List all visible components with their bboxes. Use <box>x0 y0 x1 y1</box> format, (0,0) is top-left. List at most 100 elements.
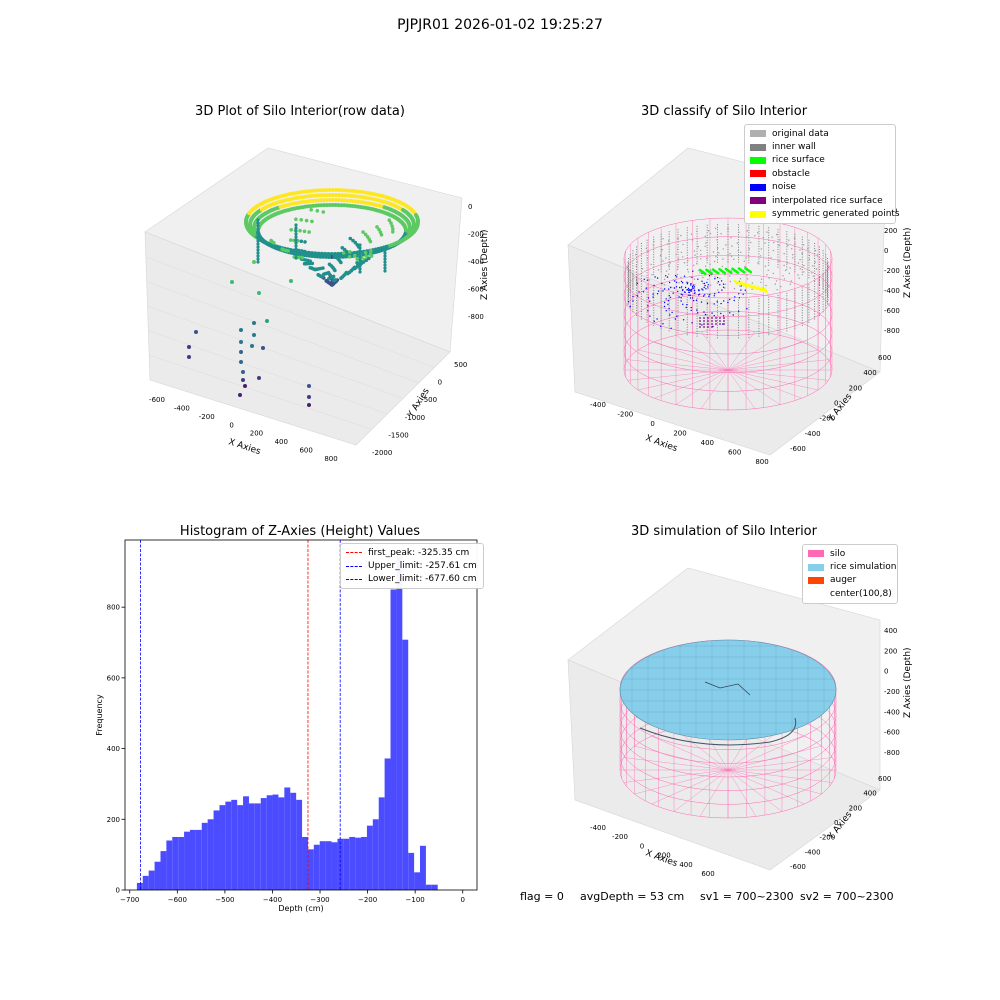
simulation-y-tick: -200 <box>819 834 835 842</box>
raw-z-ticks: 0 -200 -400 -600 -800 <box>468 203 484 321</box>
original-data-point <box>774 283 776 285</box>
raw-point <box>239 360 243 364</box>
classify-y-tick: 200 <box>849 384 862 392</box>
raw-point <box>412 222 416 227</box>
original-data-point <box>786 262 788 264</box>
raw-point <box>311 188 316 193</box>
raw-point <box>322 203 327 208</box>
noise-point <box>720 280 723 282</box>
noise-point <box>665 275 667 277</box>
raw-point <box>294 232 298 236</box>
histogram-bar <box>343 838 350 890</box>
original-data-point <box>744 265 746 268</box>
classify-silo-spoke <box>727 369 756 409</box>
raw-point <box>256 239 260 243</box>
raw-point <box>315 193 320 198</box>
raw-z-tick: 0 <box>468 203 472 211</box>
classify-silo-spoke <box>654 341 729 371</box>
noise-point <box>642 291 645 293</box>
raw-point <box>303 194 307 199</box>
raw-point <box>256 254 260 258</box>
original-data-point <box>799 249 801 251</box>
original-data-point <box>730 237 732 239</box>
noise-point <box>678 296 680 298</box>
raw-point <box>353 253 357 258</box>
classify-silo-spoke <box>727 369 802 399</box>
raw-point <box>324 198 329 203</box>
interpolated-point <box>711 317 713 319</box>
raw-point <box>316 203 321 208</box>
classify-silo-spoke <box>727 369 819 391</box>
original-data-point <box>675 253 677 255</box>
histogram-bar <box>302 836 308 890</box>
raw-point <box>345 198 350 203</box>
noise-point <box>692 270 694 272</box>
raw-point <box>334 188 339 192</box>
original-data-point <box>668 240 670 242</box>
interpolated-point <box>699 326 701 328</box>
classify-x-tick: 800 <box>755 458 768 466</box>
original-data-point <box>733 288 736 290</box>
original-data-point <box>797 274 799 276</box>
simulation-z-ticks: 400 200 0 -200 -400 -600 -800 <box>884 627 900 757</box>
raw-point <box>358 267 362 271</box>
noise-point <box>703 286 705 289</box>
noise-point <box>676 315 678 317</box>
noise-point <box>690 309 692 312</box>
interpolated-point <box>723 317 725 319</box>
classify-silo-spoke <box>700 369 729 409</box>
noise-point <box>668 281 671 284</box>
noise-point <box>716 276 719 279</box>
original-data-point <box>727 261 729 263</box>
raw-point <box>289 191 294 196</box>
classify-silo-spoke <box>727 369 829 381</box>
original-data-point <box>700 258 702 260</box>
original-data-point <box>760 278 763 280</box>
noise-point <box>714 278 716 280</box>
raw-point <box>358 255 362 259</box>
classify-silo-spoke <box>627 359 729 371</box>
histogram-bar <box>331 842 338 890</box>
interpolated-point <box>715 323 717 325</box>
noise-point <box>733 299 735 302</box>
original-data-point <box>757 232 759 234</box>
interpolated-point <box>711 320 713 322</box>
original-data-point <box>680 234 682 237</box>
symmetric-point <box>762 289 765 292</box>
raw-point <box>286 249 290 253</box>
noise-point <box>657 290 660 292</box>
noise-point <box>718 291 720 293</box>
original-data-point <box>713 260 716 263</box>
original-data-point <box>651 274 653 276</box>
histogram-bar <box>231 799 238 890</box>
original-data-point <box>690 233 693 235</box>
noise-point <box>727 301 729 304</box>
raw-y-tick: 500 <box>454 361 467 369</box>
original-data-point <box>814 249 817 252</box>
rice-surface-point <box>736 271 739 274</box>
raw-point <box>302 229 307 234</box>
histogram-bar <box>290 792 297 890</box>
histogram-x-ticks: −700 −600 −500 −400 −300 −200 −100 0 <box>120 890 465 904</box>
classify-z-tick: -400 <box>884 287 900 295</box>
noise-point <box>729 312 731 314</box>
classify-y-tick: 0 <box>834 400 838 408</box>
raw-point <box>307 384 311 388</box>
classify-x-tick: 200 <box>673 430 686 438</box>
original-data-point <box>811 272 813 274</box>
raw-point <box>355 257 360 261</box>
legend-swatch <box>808 590 824 597</box>
raw-point <box>299 239 304 244</box>
noise-point <box>690 290 692 292</box>
symmetric-point <box>752 286 755 290</box>
raw-point <box>360 190 364 194</box>
noise-point <box>696 309 698 311</box>
histogram-title: Histogram of Z-Axies (Height) Values <box>179 524 421 539</box>
original-data-point <box>797 262 800 264</box>
raw-point <box>307 230 311 234</box>
original-data-point <box>647 250 649 253</box>
raw-point <box>340 246 345 250</box>
original-data-point <box>783 253 785 255</box>
noise-point <box>738 297 741 299</box>
